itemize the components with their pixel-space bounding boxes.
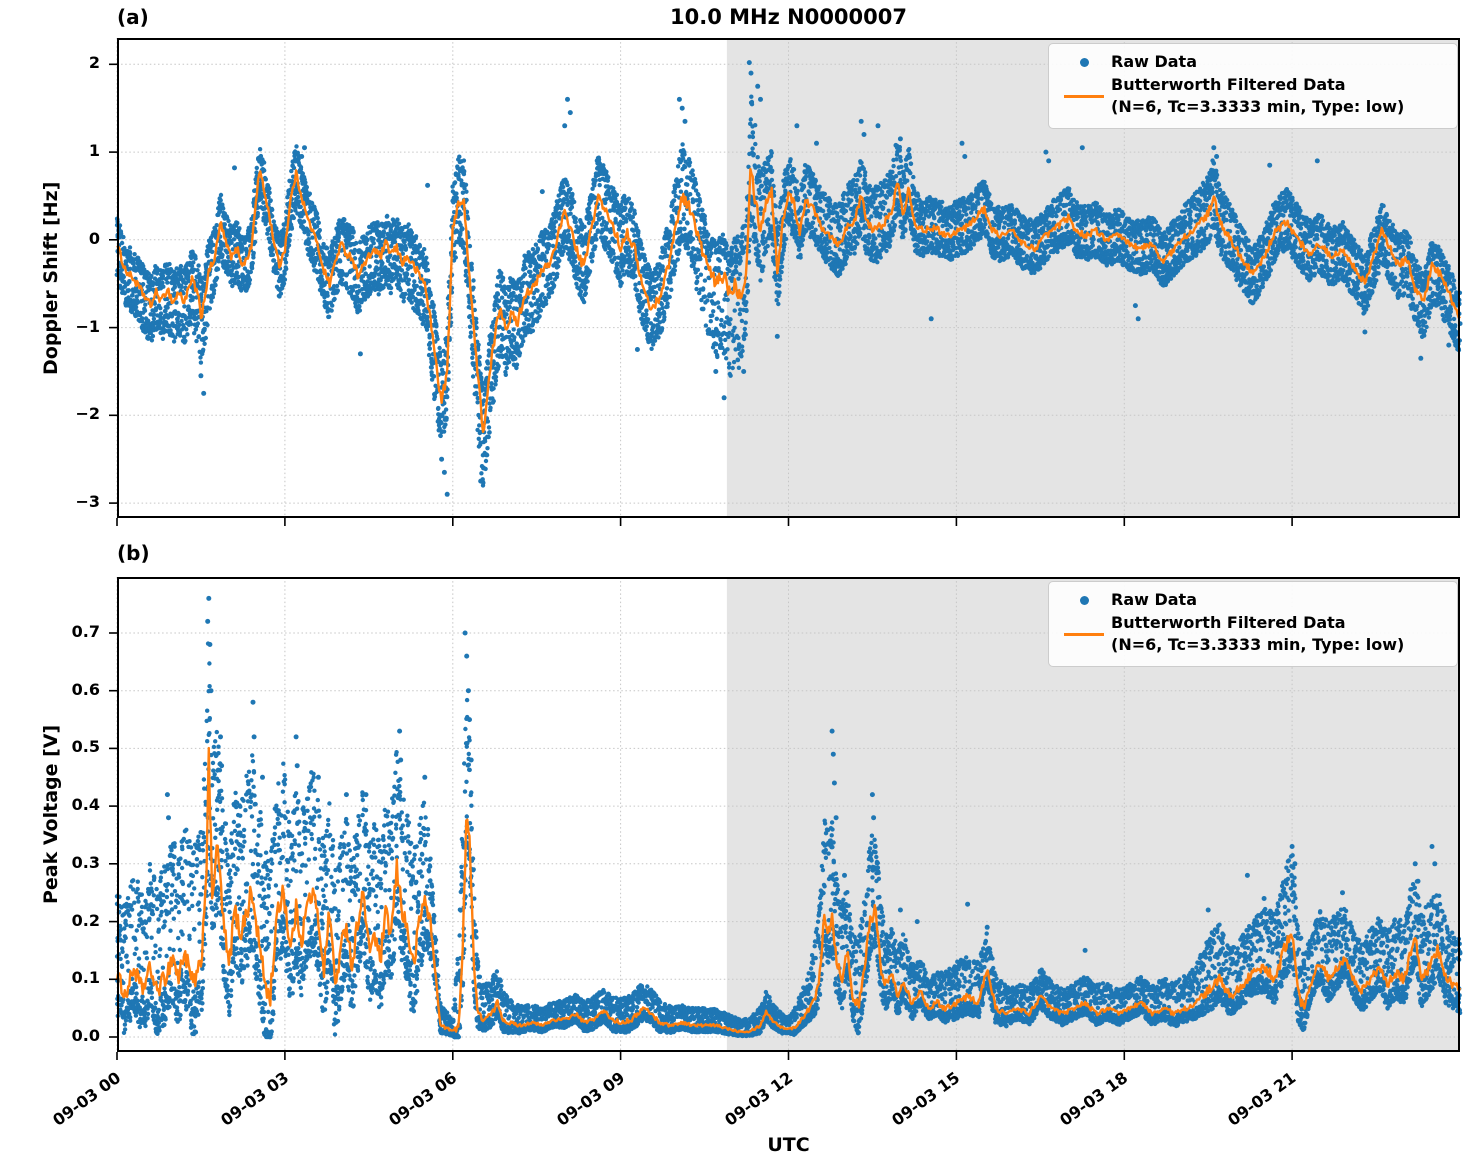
legend-row-raw: Raw Data: [1057, 51, 1449, 74]
legend-filtered-line2: (N=6, Tc=3.3333 min, Type: low): [1111, 97, 1405, 117]
raw-data-dot-icon: [1079, 57, 1089, 67]
axes-spine: [117, 38, 1460, 518]
legend-raw-label: Raw Data: [1111, 52, 1197, 71]
legend-filtered-label: Butterworth Filtered Data (N=6, Tc=3.333…: [1111, 612, 1404, 657]
raw-data-dot-icon: [1079, 595, 1089, 605]
y-tick-label: 0.2: [71, 910, 100, 930]
y-tick-label: 0.4: [71, 795, 100, 815]
y-tick-label: 0.3: [71, 852, 100, 872]
legend-row-filtered: Butterworth Filtered Data (N=6, Tc=3.333…: [1057, 74, 1449, 119]
x-tick-label: 09-03 00: [49, 1067, 125, 1130]
y-tick-label: 0.1: [71, 968, 100, 988]
y-tick-label: 0.7: [71, 621, 100, 641]
butterworth-filtered-line: [115, 746, 1462, 1034]
raw-data-scatter: [114, 595, 1463, 1040]
y-tick-label: 1: [88, 141, 100, 161]
legend-filtered-line1: Butterworth Filtered Data: [1111, 612, 1346, 632]
x-axis-label: UTC: [767, 1134, 810, 1156]
filtered-line-icon: [1064, 94, 1104, 98]
legend-filtered-line2: (N=6, Tc=3.3333 min, Type: low): [1111, 635, 1405, 655]
legend-row-raw: Raw Data: [1057, 589, 1449, 612]
filtered-line-icon: [1064, 632, 1104, 636]
raw-data-scatter: [114, 60, 1463, 497]
y-tick-label: −1: [75, 316, 100, 336]
panel-a-label: (a): [117, 5, 149, 29]
y-axis-label-doppler: Doppler Shift [Hz]: [40, 181, 62, 375]
legend-voltage: Raw Data Butterworth Filtered Data (N=6,…: [1048, 581, 1458, 668]
y-tick-label: 0.5: [71, 737, 100, 757]
y-tick-label: −2: [75, 404, 100, 424]
butterworth-filtered-line: [116, 167, 1461, 433]
axes-spine: [117, 577, 1460, 1052]
figure-title: 10.0 MHz N0000007: [670, 5, 907, 29]
legend-doppler: Raw Data Butterworth Filtered Data (N=6,…: [1048, 43, 1458, 130]
legend-filtered-label: Butterworth Filtered Data (N=6, Tc=3.333…: [1111, 74, 1404, 119]
y-tick-label: −3: [75, 492, 100, 512]
y-tick-label: 0: [88, 228, 100, 248]
legend-row-filtered: Butterworth Filtered Data (N=6, Tc=3.333…: [1057, 612, 1449, 657]
y-tick-label: 0.6: [71, 679, 100, 699]
y-tick-label: 0.0: [71, 1025, 100, 1045]
legend-filtered-line1: Butterworth Filtered Data: [1111, 74, 1346, 94]
y-tick-label: 2: [88, 53, 100, 73]
panel-b-label: (b): [117, 541, 150, 565]
legend-raw-label: Raw Data: [1111, 590, 1197, 609]
